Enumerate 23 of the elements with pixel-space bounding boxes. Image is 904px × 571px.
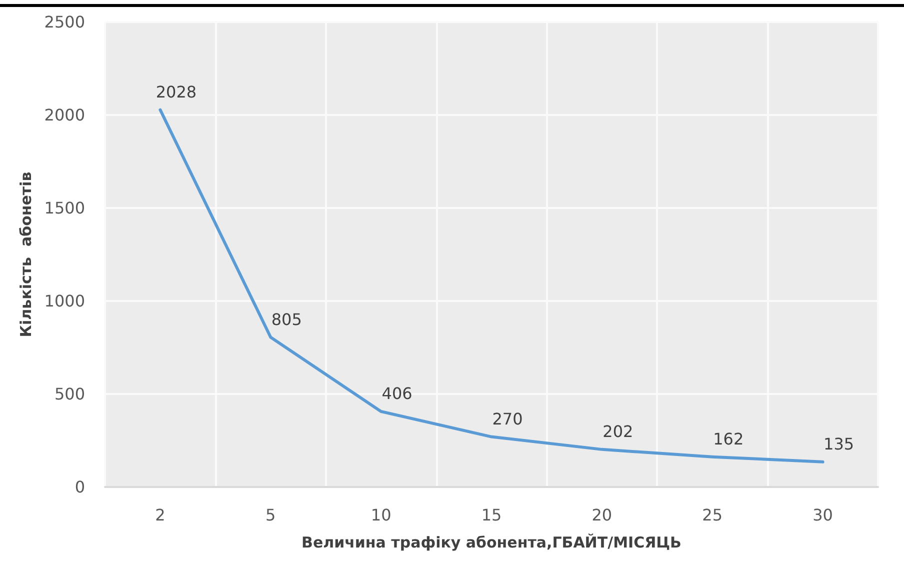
x-tick-label: 2: [155, 506, 166, 524]
data-label: 406: [382, 384, 412, 403]
data-label: 162: [713, 429, 744, 448]
x-tick-label: 10: [370, 506, 392, 524]
data-label: 135: [824, 434, 854, 454]
y-tick-label: 1000: [44, 292, 85, 310]
x-tick-label: 30: [812, 506, 833, 524]
x-tick-label: 20: [592, 506, 612, 524]
x-axis-title: Величина трафіку абонента,ГБАЙТ/МІСЯЦЬ: [302, 534, 682, 552]
x-tick-label: 15: [481, 506, 502, 524]
y-tick-label: 0: [74, 478, 85, 496]
y-tick-label: 500: [54, 384, 85, 404]
y-tick-label: 1500: [44, 198, 85, 218]
y-tick-label: 2500: [44, 12, 85, 32]
y-tick-label: 2000: [44, 106, 85, 124]
y-axis-title: Кількість абонетів: [16, 172, 35, 338]
x-tick-label: 25: [702, 506, 723, 524]
data-label: 805: [271, 310, 302, 329]
data-label: 2028: [156, 82, 197, 102]
x-tick-label: 5: [266, 506, 276, 524]
data-label: 202: [602, 422, 634, 441]
line-series: [158, 108, 824, 464]
data-label: 270: [492, 409, 523, 428]
